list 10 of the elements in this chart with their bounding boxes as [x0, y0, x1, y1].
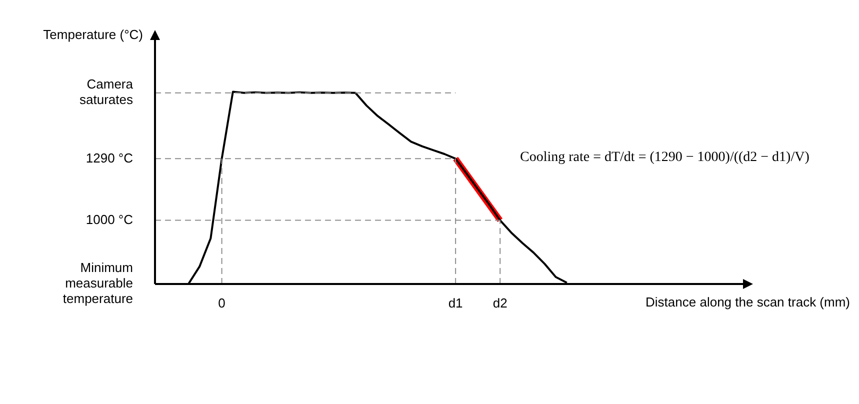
annotation: Cooling rate = dT/dt = (1290 − 1000)/((d2 − d1)/V) — [520, 150, 810, 166]
y-tick-label: 1290 °C — [86, 150, 133, 166]
y-axis-title: Temperature (°C) — [43, 27, 143, 42]
x-tick-label: d2 — [492, 295, 508, 310]
x-tick-label: d1 — [448, 295, 463, 310]
x-tick-label: 0 — [218, 295, 226, 310]
y-tick-label: Minimum measurable temperature — [62, 260, 133, 306]
y-tick-label: Camera saturates — [80, 76, 134, 108]
x-axis-title: Distance along the scan track (mm) — [646, 294, 850, 310]
y-tick-label: 1000 °C — [86, 212, 133, 227]
